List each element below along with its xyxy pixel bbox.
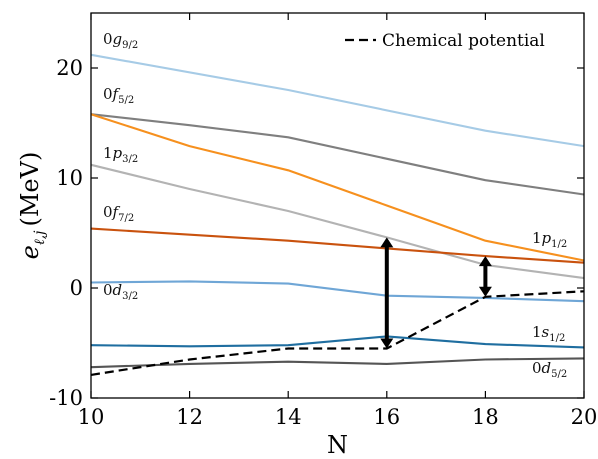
series-label-main: 0f — [103, 85, 121, 103]
chemical-potential-layer — [90, 290, 585, 376]
series-label-3: 1p3/2 — [103, 144, 138, 165]
y-tick-label: 20 — [56, 56, 83, 80]
series-label-0: 0g9/2 — [103, 30, 138, 51]
series-layer — [90, 53, 585, 369]
series-label-sub: 7/2 — [118, 213, 134, 224]
series-line-7 — [90, 335, 585, 349]
y-axis-label: eℓ,j (MeV) — [16, 152, 48, 260]
series-label-4: 0f7/2 — [103, 203, 134, 224]
plot-frame — [90, 12, 585, 399]
series-line-2 — [90, 113, 585, 262]
series-label-sub: 1/2 — [549, 333, 565, 344]
series-label-sub: 1/2 — [551, 239, 567, 250]
series-label-sub: 5/2 — [118, 95, 134, 106]
gap-arrow-head-up — [380, 237, 394, 248]
x-tick-label: 14 — [275, 405, 302, 429]
series-label-main: 0g — [103, 30, 122, 48]
legend: Chemical potential — [345, 31, 545, 51]
x-tick-label: 20 — [571, 405, 598, 429]
ticks-layer: 10 12 14 16 18 20 -10 0 10 20 — [49, 13, 597, 429]
series-line-1 — [90, 113, 585, 196]
x-tick-label: 12 — [176, 405, 203, 429]
y-tick-label: 0 — [70, 276, 83, 300]
series-label-6: 0d3/2 — [103, 281, 138, 302]
x-axis-label: N — [327, 431, 348, 459]
x-tick-label: 16 — [373, 405, 400, 429]
y-axis-label-sub: ℓ,j — [32, 230, 48, 245]
series-label-8: 0d5/2 — [532, 359, 567, 380]
x-tick-label: 10 — [78, 405, 105, 429]
series-label-1: 0f5/2 — [103, 85, 134, 106]
series-line-8 — [90, 357, 585, 369]
series-label-main: 0d — [532, 359, 551, 377]
series-label-main: 0d — [103, 281, 122, 299]
series-label-main: 1p — [103, 144, 123, 162]
series-line-0 — [90, 53, 585, 148]
x-tick-label: 18 — [472, 405, 499, 429]
gap-arrow-1 — [478, 256, 492, 297]
y-axis-label-base: e — [16, 245, 44, 259]
gap-arrow-0 — [380, 237, 394, 349]
series-label-main: 1s — [532, 323, 550, 341]
gap-arrow-head-up — [478, 256, 492, 267]
legend-label: Chemical potential — [382, 31, 545, 51]
series-label-sub: 3/2 — [122, 154, 138, 165]
series-label-sub: 3/2 — [122, 291, 138, 302]
y-tick-label: 10 — [56, 166, 83, 190]
series-label-main: 1p — [532, 229, 552, 247]
series-label-5: 1p1/2 — [532, 229, 567, 250]
series-label-sub: 9/2 — [122, 40, 138, 51]
gap-arrow-head-down — [478, 286, 492, 297]
series-label-main: 0f — [103, 203, 121, 221]
series-line-3 — [90, 163, 585, 280]
y-tick-label: -10 — [49, 386, 83, 410]
gap-arrows-layer — [380, 237, 492, 349]
series-line-6 — [90, 280, 585, 303]
y-axis-label-unit: (MeV) — [16, 152, 44, 227]
series-label-7: 1s1/2 — [532, 323, 565, 344]
series-label-sub: 5/2 — [551, 369, 567, 380]
gap-arrow-head-down — [380, 338, 394, 349]
chemical-potential-line — [90, 290, 585, 376]
